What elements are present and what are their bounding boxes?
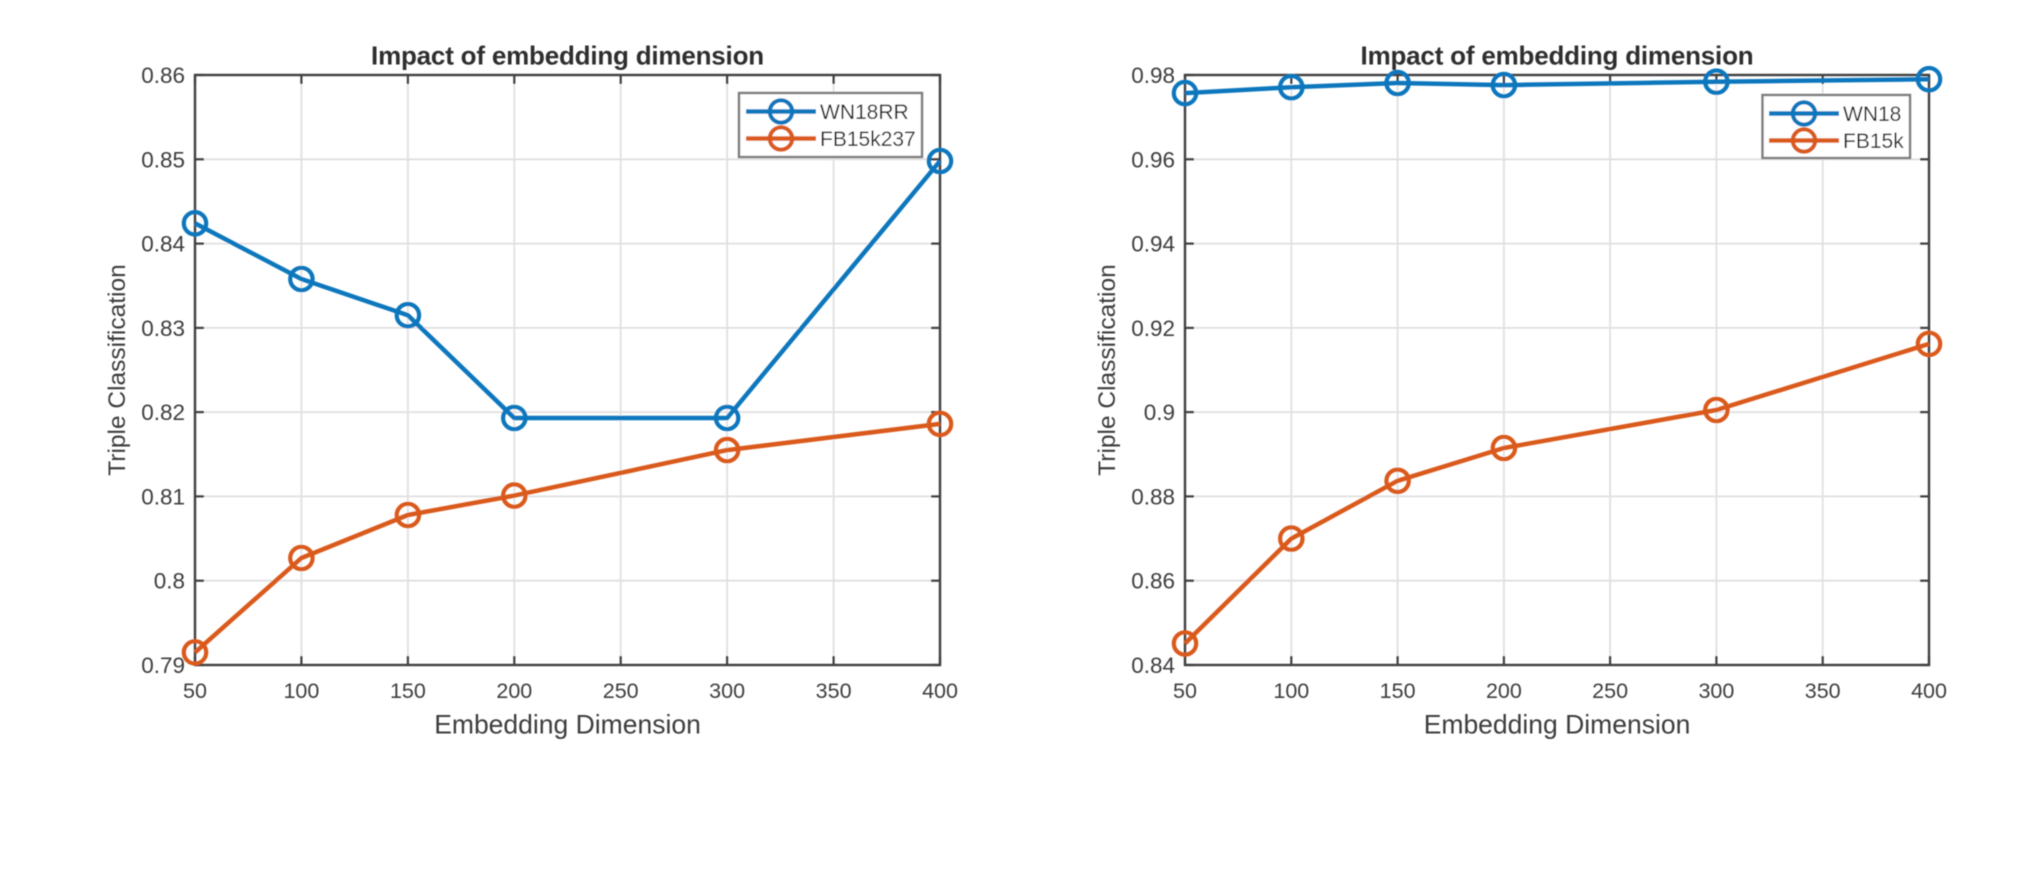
svg-text:100: 100	[283, 679, 319, 703]
svg-text:0.92: 0.92	[1131, 316, 1175, 341]
svg-text:0.96: 0.96	[1131, 147, 1175, 172]
svg-text:350: 350	[816, 679, 852, 703]
svg-text:0.86: 0.86	[141, 63, 185, 88]
svg-text:0.85: 0.85	[141, 147, 185, 172]
svg-text:0.9: 0.9	[1144, 400, 1175, 425]
svg-text:250: 250	[1592, 679, 1628, 703]
svg-text:0.8: 0.8	[154, 569, 185, 594]
svg-text:350: 350	[1805, 679, 1841, 703]
svg-text:0.83: 0.83	[141, 316, 185, 341]
svg-text:Embedding Dimension: Embedding Dimension	[1424, 710, 1691, 740]
svg-text:150: 150	[1380, 679, 1416, 703]
svg-text:Impact of embedding dimension: Impact of embedding dimension	[1361, 41, 1754, 71]
svg-text:WN18: WN18	[1843, 103, 1901, 126]
svg-text:0.98: 0.98	[1131, 63, 1175, 88]
svg-text:400: 400	[1911, 679, 1947, 703]
svg-text:FB15k: FB15k	[1843, 130, 1904, 153]
svg-text:0.81: 0.81	[141, 484, 185, 509]
svg-text:100: 100	[1273, 679, 1309, 703]
svg-text:Triple Classification: Triple Classification	[1094, 264, 1121, 476]
svg-text:300: 300	[1698, 679, 1734, 703]
svg-text:50: 50	[183, 679, 207, 703]
svg-text:150: 150	[390, 679, 426, 703]
svg-text:300: 300	[709, 679, 745, 703]
svg-text:FB15k237: FB15k237	[820, 128, 916, 151]
svg-text:Triple Classification: Triple Classification	[104, 264, 131, 476]
svg-text:Embedding Dimension: Embedding Dimension	[434, 710, 701, 740]
svg-text:0.84: 0.84	[1131, 653, 1175, 678]
svg-text:Impact of embedding dimension: Impact of embedding dimension	[371, 41, 764, 71]
svg-text:400: 400	[922, 679, 958, 703]
svg-text:0.82: 0.82	[141, 400, 185, 425]
svg-text:200: 200	[496, 679, 532, 703]
svg-text:0.88: 0.88	[1131, 484, 1175, 509]
svg-text:50: 50	[1173, 679, 1197, 703]
svg-text:0.84: 0.84	[141, 232, 185, 257]
svg-text:WN18RR: WN18RR	[820, 101, 909, 124]
svg-text:0.86: 0.86	[1131, 569, 1175, 594]
svg-text:200: 200	[1486, 679, 1522, 703]
svg-text:250: 250	[603, 679, 639, 703]
svg-text:0.94: 0.94	[1131, 232, 1175, 257]
svg-text:0.79: 0.79	[141, 653, 185, 678]
